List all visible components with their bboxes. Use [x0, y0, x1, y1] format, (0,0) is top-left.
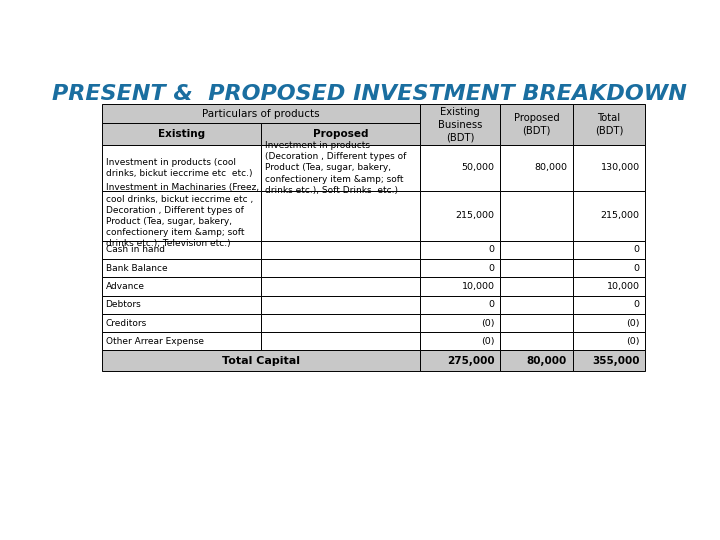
- Bar: [420, 259, 500, 277]
- Bar: [500, 314, 572, 332]
- Text: Bank Balance: Bank Balance: [106, 264, 167, 273]
- Text: Other Arrear Expense: Other Arrear Expense: [106, 337, 204, 346]
- Bar: [261, 314, 420, 332]
- Bar: [572, 241, 645, 259]
- Bar: [572, 314, 645, 332]
- Text: 215,000: 215,000: [456, 211, 495, 220]
- Bar: [572, 332, 645, 350]
- Bar: [420, 145, 500, 191]
- Text: 130,000: 130,000: [600, 164, 639, 172]
- Text: 215,000: 215,000: [600, 211, 639, 220]
- Text: Creditors: Creditors: [106, 319, 147, 328]
- Text: (0): (0): [481, 319, 495, 328]
- Text: PRESENT &  PROPOSED INVESTMENT BREAKDOWN: PRESENT & PROPOSED INVESTMENT BREAKDOWN: [52, 84, 686, 104]
- Bar: [420, 350, 500, 371]
- Text: (0): (0): [626, 319, 639, 328]
- Text: Existing: Existing: [158, 129, 205, 139]
- Bar: [102, 259, 261, 277]
- Bar: [420, 241, 500, 259]
- Text: 275,000: 275,000: [447, 356, 495, 366]
- Text: 355,000: 355,000: [592, 356, 639, 366]
- Text: 0: 0: [634, 264, 639, 273]
- Bar: [261, 295, 420, 314]
- Bar: [420, 277, 500, 295]
- Text: (0): (0): [626, 337, 639, 346]
- Bar: [500, 277, 572, 295]
- Bar: [102, 104, 420, 124]
- Bar: [261, 124, 420, 145]
- Bar: [500, 104, 572, 145]
- Text: 0: 0: [634, 245, 639, 254]
- Bar: [102, 314, 261, 332]
- Bar: [261, 191, 420, 241]
- Bar: [500, 259, 572, 277]
- Text: Total Capital: Total Capital: [222, 356, 300, 366]
- Text: 10,000: 10,000: [607, 282, 639, 291]
- Text: 0: 0: [489, 245, 495, 254]
- Bar: [500, 332, 572, 350]
- Text: 80,000: 80,000: [527, 356, 567, 366]
- Text: 50,000: 50,000: [462, 164, 495, 172]
- Bar: [420, 332, 500, 350]
- Bar: [420, 191, 500, 241]
- Text: Investment in Machinaries (Freez,
cool drinks, bickut ieccrime etc ,
Decoration : Investment in Machinaries (Freez, cool d…: [106, 184, 258, 248]
- Bar: [572, 350, 645, 371]
- Text: (0): (0): [481, 337, 495, 346]
- Bar: [572, 191, 645, 241]
- Bar: [102, 277, 261, 295]
- Bar: [500, 241, 572, 259]
- Text: 0: 0: [489, 300, 495, 309]
- Text: Cash in hand: Cash in hand: [106, 245, 165, 254]
- Text: Advance: Advance: [106, 282, 145, 291]
- Bar: [102, 332, 261, 350]
- Bar: [261, 277, 420, 295]
- Text: Debtors: Debtors: [106, 300, 141, 309]
- Text: Particulars of products: Particulars of products: [202, 109, 320, 119]
- Text: Total
(BDT): Total (BDT): [595, 113, 623, 136]
- Bar: [420, 314, 500, 332]
- Text: Proposed
(BDT): Proposed (BDT): [513, 113, 559, 136]
- Bar: [261, 332, 420, 350]
- Bar: [102, 350, 420, 371]
- Bar: [102, 124, 261, 145]
- Text: 10,000: 10,000: [462, 282, 495, 291]
- Bar: [500, 145, 572, 191]
- Bar: [572, 277, 645, 295]
- Bar: [261, 145, 420, 191]
- Bar: [572, 259, 645, 277]
- Bar: [261, 241, 420, 259]
- Text: Proposed: Proposed: [313, 129, 369, 139]
- Text: 0: 0: [489, 264, 495, 273]
- Bar: [572, 145, 645, 191]
- Text: Existing
Business
(BDT): Existing Business (BDT): [438, 107, 482, 142]
- Bar: [500, 295, 572, 314]
- Bar: [420, 295, 500, 314]
- Bar: [102, 191, 261, 241]
- Bar: [500, 350, 572, 371]
- Bar: [572, 104, 645, 145]
- Bar: [500, 191, 572, 241]
- Text: Investment in products
(Decoration , Different types of
Product (Tea, sugar, bak: Investment in products (Decoration , Dif…: [265, 141, 406, 194]
- Text: 80,000: 80,000: [534, 164, 567, 172]
- Bar: [102, 241, 261, 259]
- Bar: [261, 259, 420, 277]
- Bar: [102, 145, 261, 191]
- Bar: [420, 104, 500, 145]
- Bar: [572, 295, 645, 314]
- Text: Investment in products (cool
drinks, bickut ieccrime etc  etc.): Investment in products (cool drinks, bic…: [106, 158, 252, 178]
- Text: 0: 0: [634, 300, 639, 309]
- Bar: [102, 295, 261, 314]
